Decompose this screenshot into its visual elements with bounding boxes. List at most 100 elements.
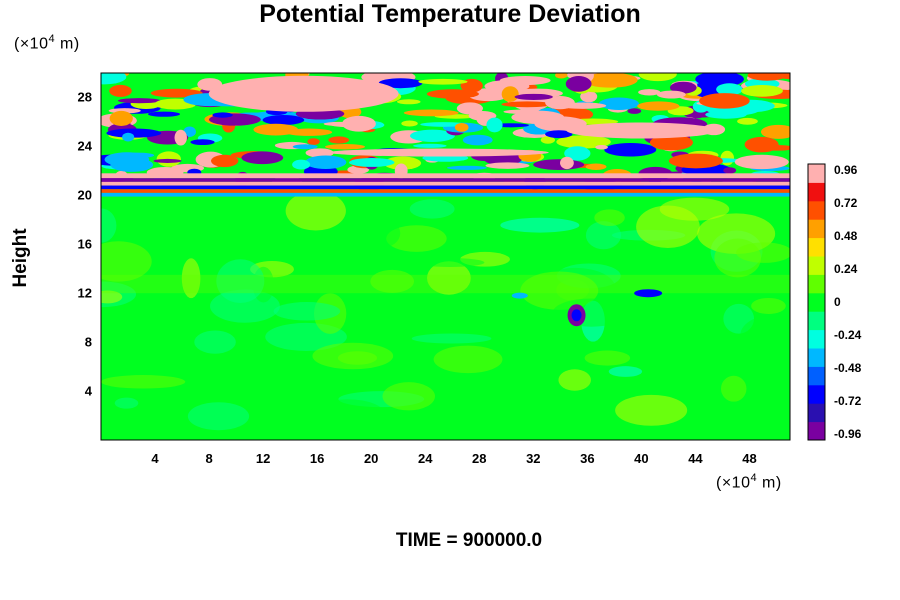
field-upper-patch: [305, 148, 334, 158]
field-lower-patch: [216, 259, 265, 304]
field-band: [101, 185, 790, 190]
field-upper-patch: [565, 76, 592, 92]
field-upper-patch: [109, 84, 132, 97]
field-lower-patch: [194, 330, 236, 354]
field-upper-patch: [760, 124, 790, 139]
colorbar-swatch: [808, 384, 825, 404]
field-upper-patch: [305, 155, 347, 170]
colorbar-swatch: [808, 200, 825, 220]
field-lower-patch: [181, 258, 201, 299]
field-lower-patch: [411, 333, 492, 344]
colorbar-swatch: [808, 311, 825, 331]
field-upper-patch: [723, 167, 737, 174]
field-lower-patch: [101, 424, 116, 440]
colorbar-tick-label: -0.72: [834, 394, 862, 408]
field-lower-patch: [585, 221, 622, 250]
field-upper-patch: [420, 122, 467, 127]
y-axis-unit: (×104 m): [14, 33, 80, 53]
field-upper-patch: [462, 134, 493, 146]
field-lower-patch: [386, 225, 447, 252]
x-tick-label: 40: [634, 451, 649, 466]
colorbar-swatch: [808, 219, 825, 239]
field-lower-patch: [608, 366, 643, 377]
field-lower-patch: [101, 375, 186, 389]
colorbar-swatch: [808, 348, 825, 367]
field-upper-patch: [559, 102, 607, 109]
field-upper-patch: [109, 110, 133, 126]
field-upper-patch: [511, 110, 565, 124]
field-upper-patch: [403, 109, 459, 117]
colorbar-swatch: [808, 237, 825, 257]
field-lower-patch: [285, 191, 346, 231]
field-upper-patch: [637, 101, 680, 111]
colorbar-tick-label: 0.96: [834, 163, 858, 177]
field-lower-patch: [353, 304, 410, 339]
field-upper-patch: [638, 89, 661, 96]
field-upper-patch: [720, 150, 734, 166]
y-tick-label: 8: [84, 334, 92, 350]
x-tick-label: 48: [742, 451, 757, 466]
field-band: [101, 189, 790, 193]
field-upper-patch: [174, 129, 187, 146]
field-band: [101, 181, 790, 186]
x-tick-label: 12: [255, 451, 271, 466]
field-upper-patch: [212, 112, 233, 118]
y-tick-label: 24: [77, 138, 92, 154]
field-upper-patch: [737, 117, 758, 125]
field-lower-patch: [720, 375, 747, 402]
field-upper-patch: [324, 144, 366, 150]
field-lower-patch: [114, 397, 139, 409]
field-lower-patch: [273, 302, 341, 321]
colorbar-swatch: [808, 329, 825, 349]
field-lower-patch: [594, 209, 625, 226]
x-tick-label: 20: [363, 451, 379, 466]
field-lower-patch: [433, 345, 503, 374]
x-tick-label: 28: [472, 451, 487, 466]
field-upper-patch: [285, 128, 333, 136]
field-lower-patch: [709, 386, 726, 428]
field-lower-patch: [427, 261, 471, 295]
field-upper-patch: [383, 156, 422, 170]
field-upper-patch: [747, 73, 787, 81]
field-upper-patch: [401, 120, 418, 127]
colorbar-swatch: [808, 274, 825, 294]
field-upper-patch: [669, 81, 697, 94]
colorbar-tick-label: 0.72: [834, 196, 858, 210]
field-lower-patch: [409, 199, 455, 219]
y-tick-label: 16: [77, 236, 92, 252]
field-upper-patch: [454, 122, 469, 132]
y-tick-label: 12: [77, 285, 92, 301]
y-tick-label: 4: [84, 383, 92, 399]
field-upper-patch: [485, 162, 530, 169]
time-label: TIME = 900000.0: [395, 530, 543, 551]
x-tick-label: 4: [151, 451, 159, 466]
field-lower-patch: [507, 394, 566, 408]
field-lower-patch: [308, 399, 387, 433]
field-lower-patch: [615, 394, 688, 426]
field-upper-patch: [501, 101, 553, 108]
field-upper-patch: [501, 86, 519, 102]
field-upper-patch: [564, 146, 591, 161]
colorbar-swatch: [808, 421, 825, 441]
field-upper-patch: [705, 110, 747, 119]
field-lower-patch: [101, 208, 117, 243]
field-upper-patch: [638, 73, 677, 82]
field-upper-patch: [427, 155, 452, 161]
field-lower-patch: [740, 313, 790, 357]
field-upper-patch: [409, 129, 455, 142]
field-upper-patch: [426, 89, 479, 99]
field-upper-patch: [122, 132, 135, 142]
field-upper-patch: [106, 128, 162, 138]
colorbar-swatch: [808, 403, 825, 423]
chart-title: Potential Temperature Deviation: [259, 0, 641, 28]
field-upper-patch: [211, 154, 239, 168]
field-upper-patch: [741, 85, 783, 97]
field-upper-patch: [583, 73, 638, 88]
field-lower-patch: [101, 241, 152, 282]
field-upper-patch: [734, 154, 789, 170]
field-upper-patch: [604, 142, 657, 157]
field-upper-patch: [117, 98, 161, 104]
field-upper-patch: [446, 165, 487, 170]
field-lower-patch: [187, 402, 250, 431]
